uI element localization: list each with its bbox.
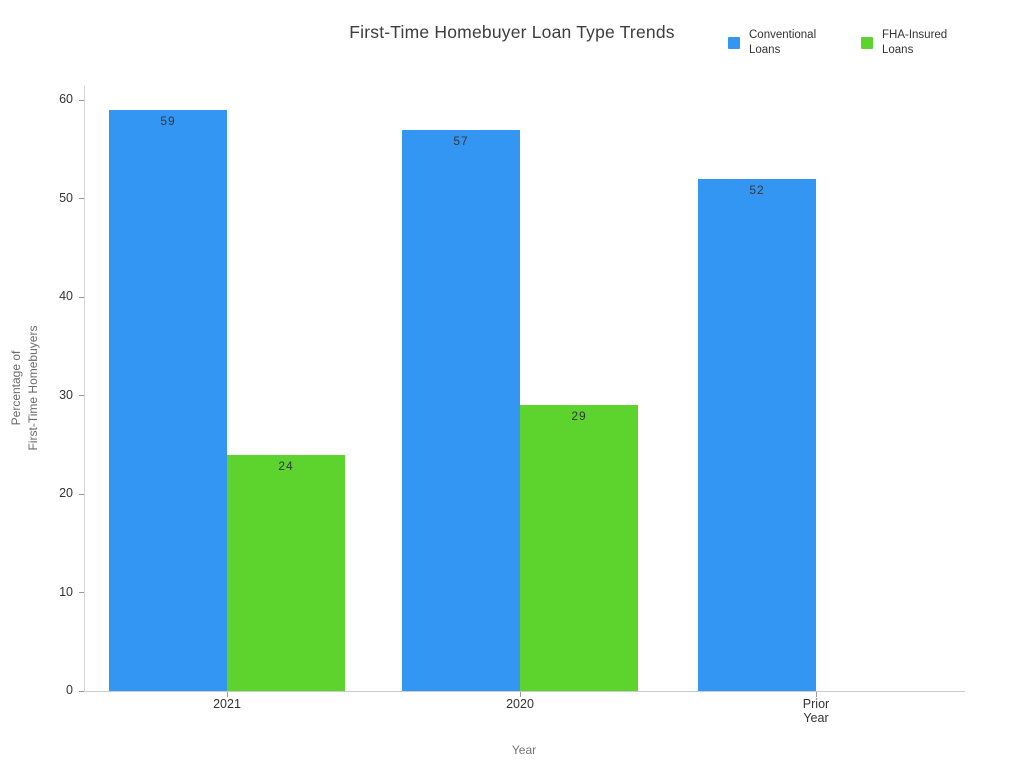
legend-swatch-fha-insured-loans [861,36,873,49]
y-tick-mark-60 [79,99,84,101]
y-tick-mark-10 [79,592,84,593]
y-tick-mark-0 [79,690,84,692]
x-tick-label-prior-year: Prior Year [802,697,830,725]
y-tick-mark-30 [79,395,84,396]
bar-fha-insured-loans-2020[interactable]: 29 [520,405,638,691]
legend-label-fha-insured-loans: FHA-Insured Loans [882,29,948,56]
y-tick-label-30: 30 [59,387,73,402]
plot-area: 0 10 20 30 40 50 60 2021 2020 Prior Year 59 57 52 24 2… [59,85,965,724]
x-tick-label-2021: 2021 [213,697,241,711]
x-tick-mark-prior-year [816,692,817,697]
bar-conventional-loans-prior-year[interactable]: 52 [698,179,816,691]
y-tick-label-60: 60 [59,92,73,106]
bar-value-label-conventional-loans-2020: 57 [453,134,469,148]
legend-item-fha-insured-loans[interactable]: FHA-Insured Loans [861,28,968,57]
y-tick-label-50: 50 [59,190,73,205]
legend: Conventional Loans FHA-Insured Loans [728,28,968,57]
y-tick-label-40: 40 [59,289,73,303]
x-tick-mark-2020 [520,692,521,697]
bar-value-label-conventional-loans-prior-year: 52 [749,183,765,197]
bar-conventional-loans-2020[interactable]: 57 [402,130,520,691]
x-tick-mark-2021 [227,692,228,697]
y-tick-label-0: 0 [66,683,73,697]
legend-item-conventional-loans[interactable]: Conventional Loans [728,28,835,57]
bar-value-label-fha-insured-loans-2021: 24 [278,459,294,473]
legend-label-conventional-loans: Conventional Loans [749,29,817,56]
y-tick-label-20: 20 [59,486,73,500]
y-tick-mark-40 [79,296,84,298]
x-tick-label-2020: 2020 [506,697,534,711]
bar-value-label-conventional-loans-2021: 59 [160,114,176,128]
bar-conventional-loans-2021[interactable]: 59 [109,110,227,691]
y-tick-label-10: 10 [59,584,73,599]
bar-value-label-fha-insured-loans-2020: 29 [571,409,587,423]
legend-swatch-conventional-loans [728,36,740,49]
y-tick-mark-20 [79,493,84,495]
chart-title: First-Time Homebuyer Loan Type Trends [349,22,675,42]
bar-fha-insured-loans-2021[interactable]: 24 [227,455,345,691]
x-axis-title: Year [511,743,537,757]
y-tick-mark-50 [79,198,84,199]
